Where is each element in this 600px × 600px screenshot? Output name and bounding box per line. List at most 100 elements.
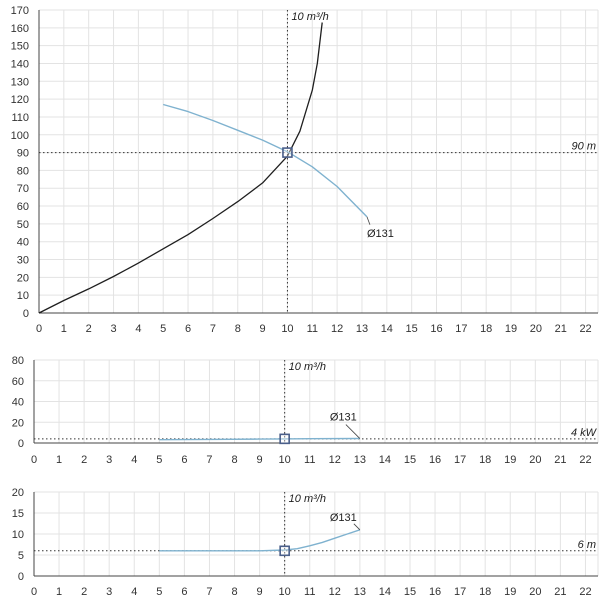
x-tick-label: 16 bbox=[429, 586, 441, 598]
x-tick-label: 10 bbox=[279, 586, 291, 598]
x-tick-label: 9 bbox=[257, 586, 263, 598]
operating-point-marker bbox=[279, 433, 290, 445]
series-label: Ø131 bbox=[367, 228, 394, 240]
series-label: Ø131 bbox=[330, 512, 357, 524]
x-tick-label: 7 bbox=[210, 323, 216, 335]
y-tick-label: 140 bbox=[11, 58, 29, 70]
x-tick-label: 13 bbox=[354, 586, 366, 598]
series-label: Ø131 bbox=[330, 412, 357, 424]
x-tick-label: 18 bbox=[480, 323, 492, 335]
x-tick-label: 17 bbox=[454, 454, 466, 466]
y-tick-label: 15 bbox=[12, 508, 24, 520]
x-tick-label: 1 bbox=[56, 586, 62, 598]
pump-curve-line bbox=[159, 437, 360, 441]
x-tick-label: 22 bbox=[579, 323, 591, 335]
x-tick-label: 8 bbox=[231, 586, 237, 598]
y-tick-label: 90 bbox=[17, 148, 29, 160]
x-tick-label: 11 bbox=[304, 586, 315, 598]
x-tick-label: 12 bbox=[329, 586, 341, 598]
x-tick-label: 5 bbox=[156, 586, 162, 598]
x-tick-label: 6 bbox=[185, 323, 191, 335]
x-tick-label: 18 bbox=[479, 586, 491, 598]
y-tick-label: 160 bbox=[11, 23, 29, 35]
y-tick-label: 50 bbox=[17, 219, 29, 231]
y-tick-label: 60 bbox=[17, 201, 29, 213]
x-tick-label: 3 bbox=[110, 323, 116, 335]
x-tick-label: 20 bbox=[530, 323, 542, 335]
y-tick-label: 10 bbox=[17, 290, 29, 302]
x-tick-label: 8 bbox=[235, 323, 241, 335]
x-tick-label: 16 bbox=[430, 323, 442, 335]
x-tick-label: 14 bbox=[381, 323, 393, 335]
y-tick-label: 80 bbox=[12, 355, 24, 367]
y-tick-label: 20 bbox=[12, 417, 24, 429]
pump-curve-line bbox=[159, 529, 361, 552]
x-tick-label: 21 bbox=[554, 454, 566, 466]
x-tick-label: 3 bbox=[106, 586, 112, 598]
vertical-guide-label: 10 m³/h bbox=[291, 11, 328, 23]
x-tick-label: 0 bbox=[31, 586, 37, 598]
x-tick-label: 14 bbox=[379, 454, 391, 466]
y-tick-label: 20 bbox=[17, 272, 29, 284]
horizontal-guide-label: 4 kW bbox=[571, 427, 598, 439]
x-tick-label: 14 bbox=[379, 586, 391, 598]
horizontal-guide-label: 90 m bbox=[572, 141, 596, 153]
x-tick-label: 4 bbox=[131, 454, 137, 466]
y-tick-label: 120 bbox=[11, 94, 29, 106]
x-tick-label: 9 bbox=[260, 323, 266, 335]
y-tick-label: 70 bbox=[17, 183, 29, 195]
x-tick-label: 19 bbox=[504, 454, 516, 466]
x-tick-label: 6 bbox=[181, 586, 187, 598]
series-label-leader bbox=[366, 216, 371, 225]
system-curve-line bbox=[38, 22, 323, 314]
operating-point-marker bbox=[282, 147, 293, 158]
x-tick-label: 12 bbox=[329, 454, 341, 466]
x-tick-label: 13 bbox=[356, 323, 368, 335]
y-tick-label: 10 bbox=[12, 529, 24, 541]
x-tick-label: 21 bbox=[555, 323, 567, 335]
x-tick-label: 10 bbox=[279, 454, 291, 466]
x-tick-label: 15 bbox=[404, 454, 416, 466]
y-tick-label: 40 bbox=[17, 237, 29, 249]
x-tick-label: 9 bbox=[257, 454, 263, 466]
y-tick-label: 20 bbox=[12, 487, 24, 499]
x-tick-label: 11 bbox=[304, 454, 315, 466]
x-tick-label: 20 bbox=[529, 454, 541, 466]
y-tick-label: 0 bbox=[23, 308, 29, 320]
y-tick-label: 0 bbox=[18, 438, 24, 450]
y-tick-label: 30 bbox=[17, 255, 29, 267]
x-tick-label: 7 bbox=[206, 586, 212, 598]
y-tick-label: 170 bbox=[11, 5, 29, 17]
y-tick-label: 40 bbox=[12, 397, 24, 409]
chart-panel-2: 0 1 2 3 4 5 6 7 8 9 10 11 12 13 14 15 16 17 18 19 20 21 220204… bbox=[12, 355, 599, 466]
x-tick-label: 16 bbox=[429, 454, 441, 466]
vertical-guide-label: 10 m³/h bbox=[289, 493, 326, 505]
operating-point-marker bbox=[279, 545, 290, 557]
y-tick-label: 110 bbox=[11, 112, 29, 124]
x-tick-label: 19 bbox=[505, 323, 517, 335]
x-tick-label: 17 bbox=[454, 586, 466, 598]
x-tick-label: 7 bbox=[206, 454, 212, 466]
x-tick-label: 19 bbox=[504, 586, 516, 598]
x-tick-label: 3 bbox=[106, 454, 112, 466]
y-tick-label: 5 bbox=[18, 550, 24, 562]
x-tick-label: 21 bbox=[554, 586, 566, 598]
x-tick-label: 5 bbox=[160, 323, 166, 335]
horizontal-guide-label: 6 m bbox=[578, 539, 596, 551]
chart-panel-3: 0 1 2 3 4 5 6 7 8 9 10 11 12 13 14 15 16 17 18 19 20 21 220510… bbox=[12, 487, 599, 598]
series-label-leader bbox=[353, 523, 361, 531]
pump-curve-line bbox=[163, 103, 368, 218]
y-tick-label: 60 bbox=[12, 376, 24, 388]
x-tick-label: 2 bbox=[81, 454, 87, 466]
x-tick-label: 20 bbox=[529, 586, 541, 598]
x-tick-label: 1 bbox=[61, 323, 67, 335]
x-tick-label: 18 bbox=[479, 454, 491, 466]
x-tick-label: 0 bbox=[36, 323, 42, 335]
x-tick-label: 22 bbox=[579, 586, 591, 598]
x-tick-label: 15 bbox=[404, 586, 416, 598]
x-tick-label: 8 bbox=[231, 454, 237, 466]
y-tick-label: 0 bbox=[18, 571, 24, 583]
x-tick-label: 17 bbox=[455, 323, 467, 335]
x-tick-label: 5 bbox=[156, 454, 162, 466]
x-tick-label: 22 bbox=[579, 454, 591, 466]
